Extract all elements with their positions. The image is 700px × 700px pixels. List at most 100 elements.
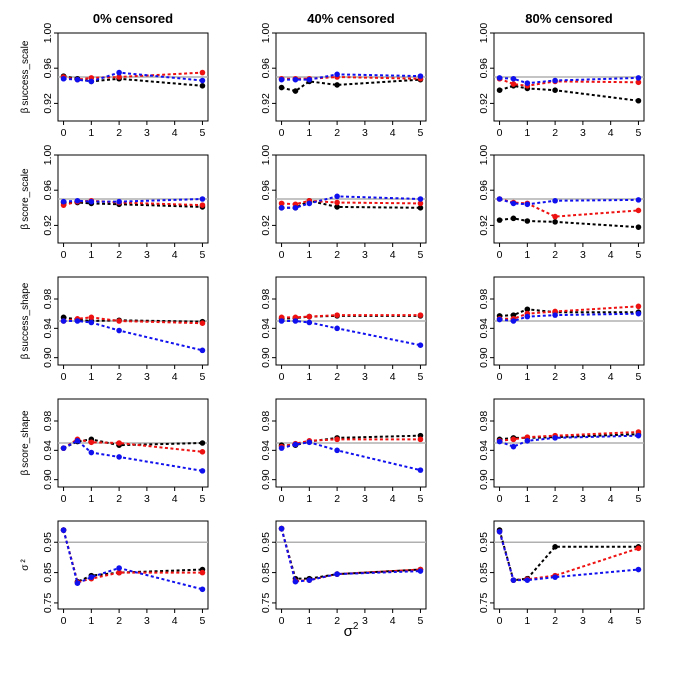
data-point-black <box>635 97 642 104</box>
x-axis-label-sup: 2 <box>353 621 359 632</box>
data-point-blue <box>417 73 424 79</box>
data-point-blue <box>510 75 517 82</box>
data-point-black <box>199 440 206 446</box>
series-line-red <box>499 431 639 442</box>
x-tick-label: 0 <box>279 615 285 627</box>
x-tick-label: 0 <box>497 127 503 139</box>
y-tick-label: 1.00 <box>42 23 54 44</box>
y-tick-label: 0.94 <box>478 440 490 461</box>
data-point-blue <box>552 312 558 318</box>
y-tick-label: 0.90 <box>42 347 54 368</box>
series-line-black <box>281 78 421 93</box>
data-point-black <box>496 217 503 223</box>
row-label-prefix: β <box>20 107 31 113</box>
row-label-prefix: σ <box>20 564 31 571</box>
series-line-blue <box>63 320 203 352</box>
panel-r1-c2: 0 1 2 3 4 5 0.92 0.96 1.00 <box>478 145 645 261</box>
y-tick-label: 0.94 <box>260 318 272 339</box>
data-point-black <box>334 204 340 210</box>
data-point-blue <box>552 574 558 580</box>
data-point-blue <box>88 78 95 85</box>
x-tick-label: 1 <box>88 371 94 383</box>
data-point-blue <box>88 319 95 326</box>
data-point-black <box>524 218 531 224</box>
data-point-red <box>116 569 122 576</box>
y-tick-label: 0.92 <box>260 215 272 236</box>
data-point-blue <box>292 318 299 324</box>
data-point-blue <box>199 77 206 84</box>
x-tick-label: 4 <box>390 371 396 383</box>
y-tick-label: 0.75 <box>478 593 490 614</box>
plot-frame <box>57 520 209 610</box>
x-tick-label: 5 <box>636 493 642 505</box>
x-tick-label: 5 <box>200 615 206 627</box>
x-tick-label: 1 <box>524 127 530 139</box>
panel-r2-c0: 0 1 2 3 4 5 0.90 0.94 0.98 <box>42 276 209 383</box>
panel-r1-c1: 0 1 2 3 4 5 0.92 0.96 1.00 <box>260 145 427 261</box>
data-point-blue <box>116 198 122 205</box>
x-tick-label: 3 <box>362 615 368 627</box>
data-point-black <box>278 84 285 91</box>
y-tick-label: 0.94 <box>478 318 490 339</box>
x-tick-label: 5 <box>636 249 642 261</box>
x-tick-label: 5 <box>200 493 206 505</box>
data-point-blue <box>74 318 81 324</box>
series-line-black <box>281 314 421 320</box>
data-point-red <box>199 69 206 76</box>
x-tick-label: 2 <box>116 493 122 505</box>
data-point-black <box>334 82 340 88</box>
data-point-blue <box>116 454 122 460</box>
row-label-4: σ² <box>20 559 31 571</box>
x-tick-label: 3 <box>580 371 586 383</box>
x-tick-label: 2 <box>116 127 122 139</box>
data-point-blue <box>496 528 503 535</box>
data-point-blue <box>60 527 67 533</box>
data-point-red <box>510 81 517 87</box>
x-tick-label: 1 <box>524 371 530 383</box>
x-tick-label: 0 <box>279 493 285 505</box>
series-line-red <box>499 77 639 87</box>
x-tick-label: 2 <box>334 615 340 627</box>
data-point-blue <box>334 571 340 577</box>
series-line-blue <box>498 531 639 582</box>
data-point-black <box>552 87 558 93</box>
x-tick-label: 4 <box>172 127 178 139</box>
data-point-blue <box>74 438 81 444</box>
data-point-blue <box>524 80 531 86</box>
data-point-blue <box>524 201 531 208</box>
data-point-blue <box>116 69 122 76</box>
data-point-red <box>116 318 122 324</box>
series-line-blue <box>499 312 639 323</box>
row-label-text: ² <box>20 559 31 563</box>
data-point-black <box>417 205 424 211</box>
y-tick-label: 0.95 <box>260 532 272 553</box>
x-tick-label: 1 <box>524 615 530 627</box>
data-point-blue <box>60 198 67 205</box>
x-tick-label: 3 <box>580 493 586 505</box>
row-label-prefix: β <box>20 470 31 476</box>
series-line-black <box>281 199 421 209</box>
data-point-black <box>292 88 299 94</box>
x-tick-label: 3 <box>362 371 368 383</box>
x-tick-label: 2 <box>552 127 558 139</box>
data-point-blue <box>74 197 81 204</box>
data-point-blue <box>334 325 340 332</box>
y-tick-label: 0.94 <box>260 440 272 461</box>
y-tick-label: 0.94 <box>42 440 54 461</box>
data-point-red <box>199 569 206 576</box>
data-point-blue <box>278 318 285 324</box>
series-line-black <box>63 201 203 208</box>
x-tick-label: 2 <box>552 493 558 505</box>
x-tick-label: 0 <box>279 249 285 261</box>
x-tick-label: 5 <box>636 371 642 383</box>
x-tick-label: 2 <box>334 493 340 505</box>
data-point-blue <box>278 525 285 532</box>
row-label-text: success_shape <box>20 282 31 351</box>
series-line-blue <box>499 434 639 448</box>
x-tick-label: 1 <box>306 371 312 383</box>
data-point-blue <box>199 196 206 202</box>
x-tick-label: 1 <box>88 249 94 261</box>
data-point-red <box>417 312 424 318</box>
y-tick-label: 0.90 <box>260 469 272 490</box>
y-tick-label: 1.00 <box>42 145 54 166</box>
